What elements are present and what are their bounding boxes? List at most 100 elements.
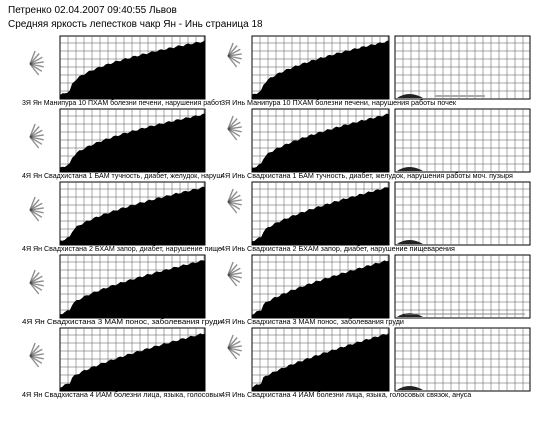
- aura-stroke: [227, 55, 242, 60]
- aura-stroke: [227, 126, 242, 130]
- aura-stroke: [227, 340, 241, 349]
- black-area: [60, 40, 205, 99]
- aura-stroke: [227, 274, 241, 283]
- aura-stroke: [29, 123, 36, 138]
- aura-stroke: [227, 128, 238, 141]
- row: 3Я Ян Манипура 10 ПХАМ болезни печени, н…: [22, 35, 531, 107]
- black-area: [252, 40, 389, 99]
- low-curve: [397, 94, 423, 98]
- aura-stroke: [29, 202, 43, 211]
- caption: 3Я Инь Манипура 10 ПХАМ болезни печени, …: [221, 98, 457, 107]
- aura-stroke: [29, 129, 43, 138]
- aura-stroke: [29, 272, 40, 284]
- aura-stroke: [29, 282, 44, 287]
- aura-stroke: [29, 280, 44, 284]
- aura-stroke: [227, 53, 242, 57]
- aura-stroke: [29, 136, 43, 145]
- caption: 4Я Ян Свадхистана 1 БАМ тучность, диабет…: [22, 171, 222, 180]
- black-area: [60, 113, 205, 172]
- aura-stroke: [227, 201, 241, 210]
- aura-stroke: [29, 282, 40, 295]
- aura-stroke: [227, 337, 238, 349]
- aura-stroke: [227, 191, 238, 203]
- black-area: [252, 260, 389, 318]
- aura-stroke: [227, 347, 238, 360]
- aura-stroke: [29, 348, 43, 357]
- grid-lines: [395, 182, 530, 245]
- aura-stroke: [29, 50, 36, 65]
- aura-stroke: [227, 118, 238, 130]
- aura-stroke: [29, 353, 44, 357]
- caption: 4Я Инь Свадхистана 3 МАМ понос, заболева…: [221, 317, 404, 326]
- aura-stroke: [227, 121, 241, 130]
- aura-stroke: [29, 209, 40, 222]
- aura-stroke: [227, 128, 241, 137]
- caption: 4Я Ян Свадхистана 3 МАМ понос, заболеван…: [22, 317, 222, 326]
- aura-stroke: [227, 194, 241, 203]
- aura-stroke: [227, 261, 234, 276]
- black-area: [60, 260, 205, 318]
- aura-stroke: [29, 269, 36, 284]
- chart-frame: [394, 108, 531, 173]
- black-area: [252, 113, 389, 172]
- aura-stroke: [29, 199, 40, 211]
- row: 4Я Ян Свадхистана 1 БАМ тучность, диабет…: [22, 108, 531, 180]
- aura-stroke: [29, 209, 43, 218]
- caption: 4Я Инь Свадхистана 2 БХАМ запор, диабет,…: [221, 244, 455, 253]
- aura-stroke: [227, 115, 234, 130]
- aura-stroke: [227, 201, 238, 214]
- low-curve: [397, 240, 423, 244]
- chart-frame: [394, 35, 531, 100]
- aura-stroke: [227, 188, 234, 203]
- aura-stroke: [227, 42, 234, 57]
- aura-stroke: [227, 347, 241, 356]
- aura-stroke: [227, 272, 242, 276]
- aura-stroke: [29, 56, 43, 65]
- low-curve: [397, 386, 423, 390]
- aura-stroke: [227, 267, 241, 276]
- black-area: [60, 186, 205, 245]
- caption: 4Я Инь Свадхистана 4 ЙАМ болезни лица, я…: [221, 390, 471, 399]
- aura-stroke: [29, 355, 43, 364]
- black-area: [60, 333, 205, 391]
- aura-stroke: [29, 282, 43, 291]
- header-line: Средняя яркость лепестков чакр Ян - Инь …: [8, 19, 263, 30]
- aura-stroke: [227, 201, 242, 206]
- aura-stroke: [29, 136, 44, 141]
- aura-stroke: [227, 55, 241, 64]
- aura-stroke: [227, 334, 234, 349]
- aura-stroke: [29, 63, 43, 72]
- chart-frame: [394, 327, 531, 392]
- aura-stroke: [29, 275, 43, 284]
- aura-stroke: [29, 355, 44, 360]
- aura-stroke: [29, 126, 40, 138]
- aura-stroke: [29, 196, 36, 211]
- aura-stroke: [29, 136, 40, 149]
- caption: 4Я Ян Свадхистана 4 ЙАМ болезни лица, яз…: [22, 390, 222, 399]
- chart-frame: [394, 254, 531, 319]
- aura-stroke: [29, 63, 40, 76]
- aura-stroke: [29, 355, 40, 368]
- low-curve: [397, 313, 423, 317]
- black-area: [252, 187, 389, 245]
- aura-stroke: [29, 209, 44, 214]
- aura-stroke: [227, 347, 242, 352]
- row: 4Я Ян Свадхистана 4 ЙАМ болезни лица, яз…: [22, 327, 531, 399]
- aura-stroke: [227, 48, 241, 57]
- row: 4Я Ян Свадхистана 3 МАМ понос, заболеван…: [22, 254, 531, 326]
- low-curve: [397, 167, 423, 171]
- grid-lines: [395, 36, 530, 99]
- aura-stroke: [29, 61, 44, 65]
- chart-frame: [394, 181, 531, 246]
- aura-stroke: [227, 45, 238, 57]
- aura-stroke: [29, 207, 44, 211]
- caption: 4Я Ян Свадхистана 2 БХАМ запор, диабет, …: [22, 244, 222, 253]
- grid-lines: [395, 328, 530, 391]
- aura-stroke: [227, 199, 242, 203]
- aura-stroke: [29, 53, 40, 65]
- aura-stroke: [227, 345, 242, 349]
- aura-stroke: [227, 128, 242, 133]
- aura-stroke: [29, 63, 44, 68]
- caption: 3Я Ян Манипура 10 ПХАМ болезни печени, н…: [22, 98, 223, 107]
